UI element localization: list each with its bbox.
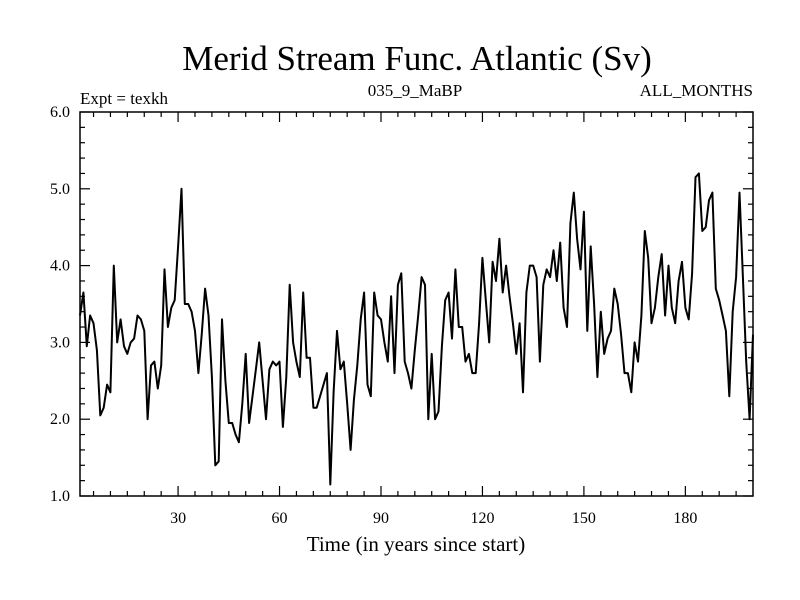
x-tick-label: 180 [673,510,697,527]
y-tick-label: 4.0 [50,258,70,275]
axis-ticks [80,111,753,497]
y-tick-label: 2.0 [50,411,70,428]
subtitle-experiment: Expt = texkh [80,89,168,108]
axis-tick-labels: 30 60 90 120 150 180 1.0 2.0 3.0 4.0 5.0 6.0 [50,104,697,527]
y-tick-label: 6.0 [50,104,70,121]
y-tick-label: 1.0 [50,488,70,505]
x-tick-label: 30 [170,510,186,527]
x-axis-label: Time (in years since start) [307,532,526,556]
y-tick-label: 5.0 [50,181,70,198]
subtitle-period: 035_9_MaBP [368,81,462,100]
x-tick-label: 120 [470,510,494,527]
x-tick-label: 60 [272,510,288,527]
subtitle-months: ALL_MONTHS [640,81,753,100]
y-tick-label: 3.0 [50,334,70,351]
plot-frame [79,111,754,497]
x-tick-label: 90 [373,510,389,527]
x-tick-label: 150 [572,510,596,527]
chart-title: Merid Stream Func. Atlantic (Sv) [182,39,652,78]
series-line [79,172,754,486]
